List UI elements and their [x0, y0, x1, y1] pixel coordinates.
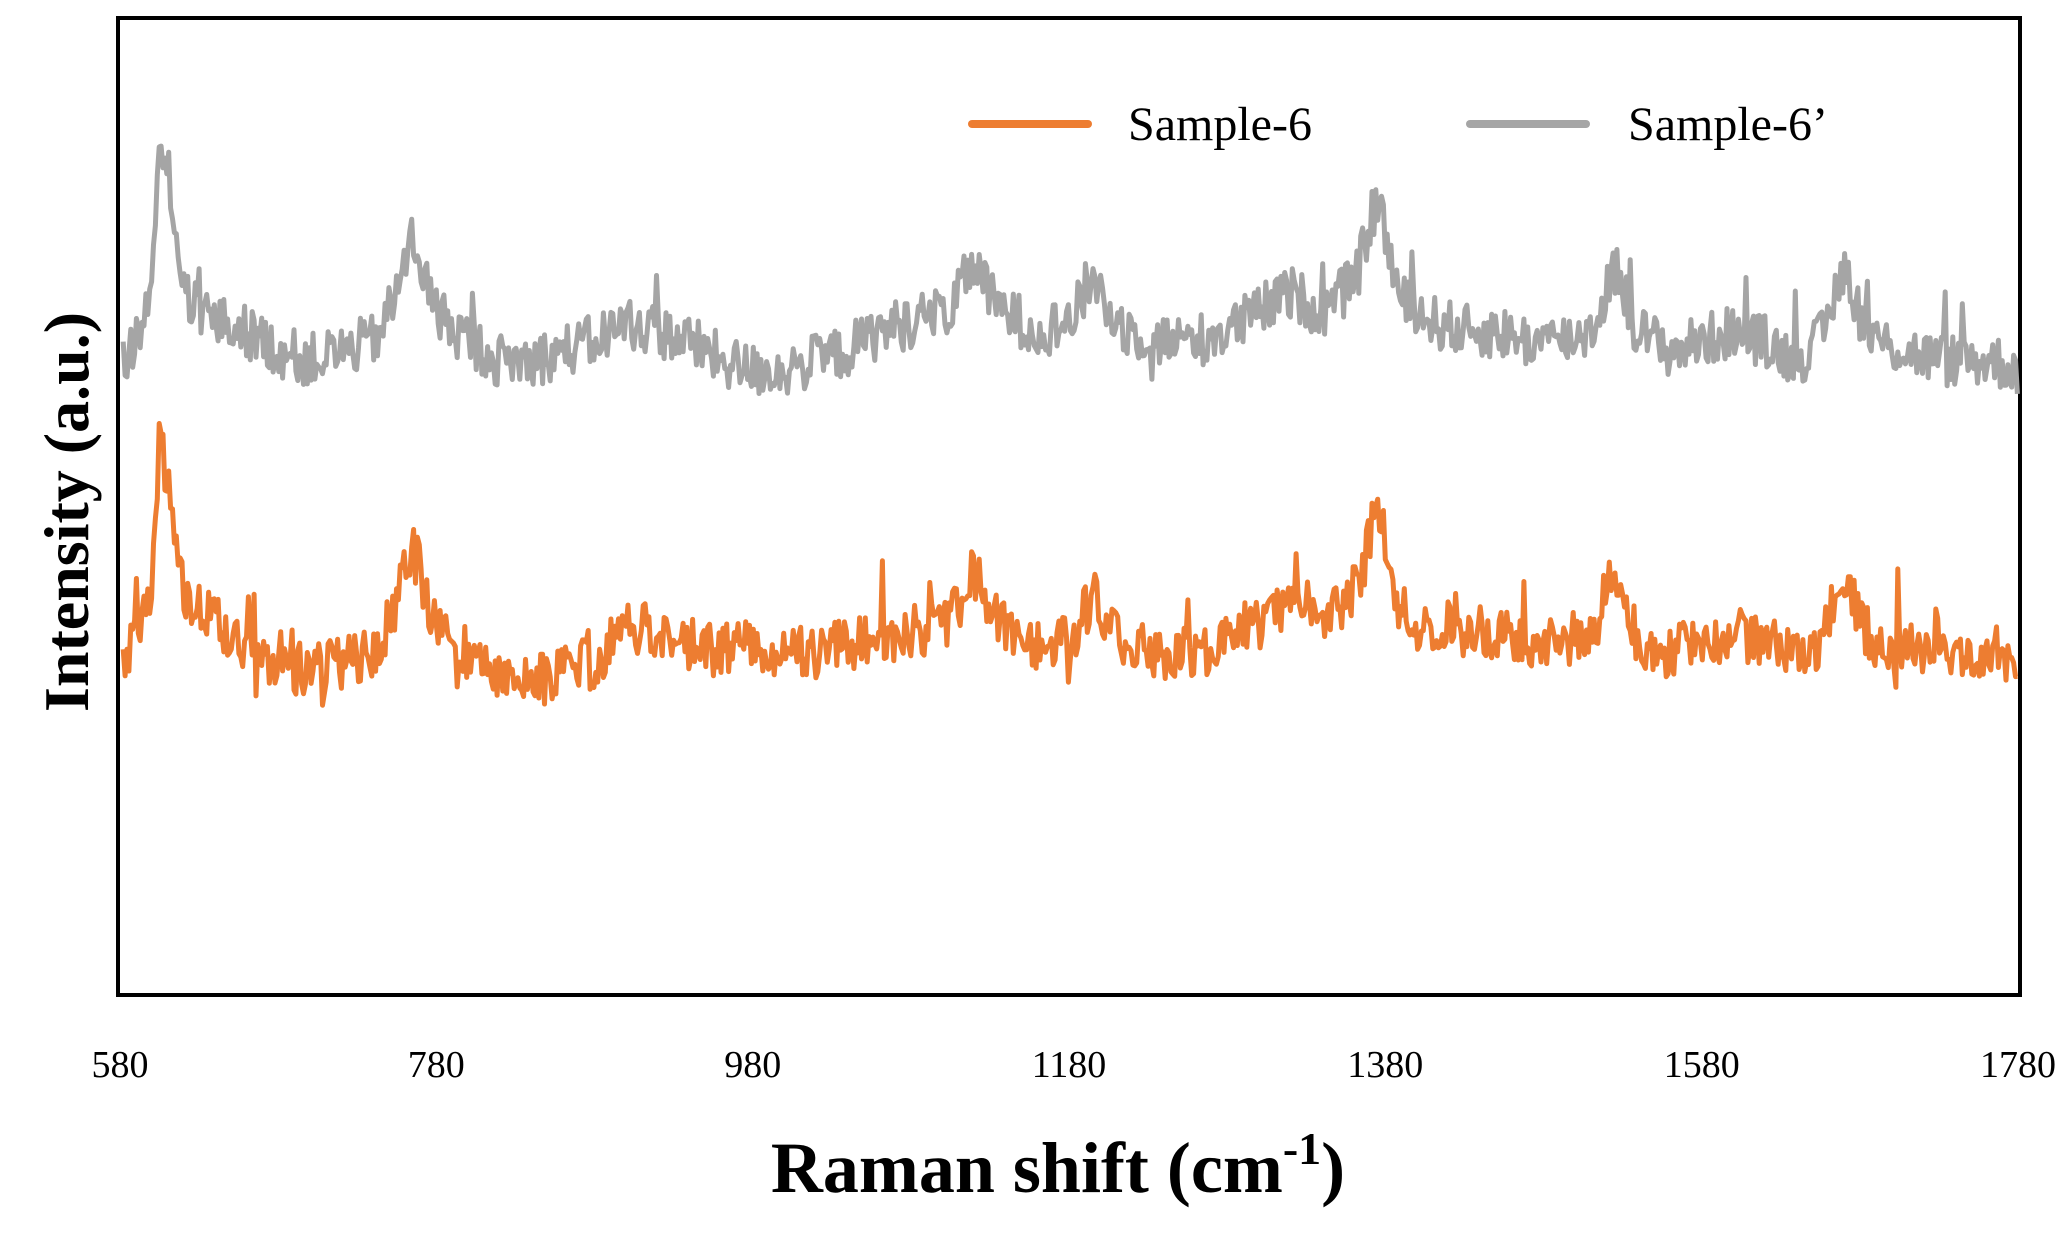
x-axis-title-superscript: -1 [1283, 1123, 1321, 1174]
legend: Sample-6 Sample-6’ [968, 98, 1828, 151]
x-tick-label: 980 [724, 1044, 781, 1086]
x-axis-title: Raman shift (cm-1) [771, 1123, 1345, 1208]
plot-frame [116, 16, 2022, 997]
x-tick-label: 1180 [1032, 1044, 1107, 1086]
x-tick-label: 780 [408, 1044, 465, 1086]
x-axis-title-suffix: ) [1321, 1128, 1345, 1208]
x-tick-label: 1580 [1664, 1044, 1740, 1086]
series-layer [120, 143, 2020, 708]
series-line-sample-6-prime [120, 143, 2020, 396]
series-line-sample-6 [120, 421, 2018, 708]
legend-label-sample-6-prime: Sample-6’ [1628, 98, 1828, 151]
legend-label-sample-6: Sample-6 [1128, 98, 1312, 151]
x-tick-label: 580 [92, 1044, 149, 1086]
x-tick-label: 1780 [1980, 1044, 2056, 1086]
y-axis-title: Intensity (a.u.) [31, 312, 102, 712]
x-axis-title-main: Raman shift (cm [771, 1128, 1283, 1208]
x-tick-labels: 580 780 980 1180 1380 1580 1780 [92, 1044, 2057, 1086]
x-tick-label: 1380 [1347, 1044, 1423, 1086]
